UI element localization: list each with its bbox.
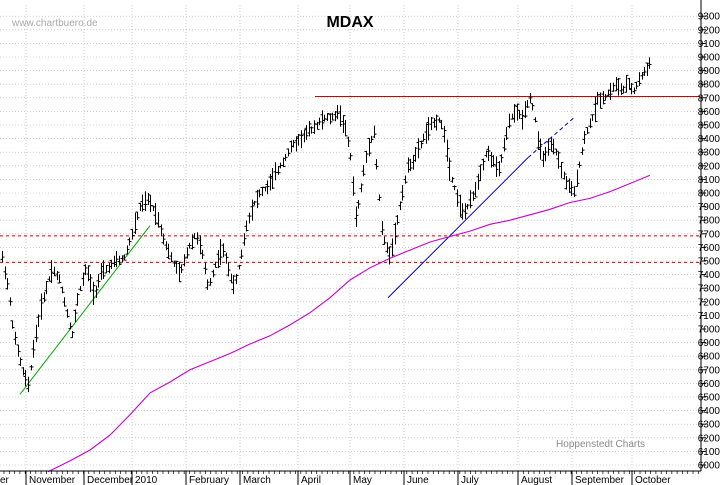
trendline [387,157,529,299]
chart-title: MDAX [326,14,373,31]
y-tick-label: 7600 [698,243,721,254]
y-tick-label: 7800 [698,216,721,227]
y-tick-label: 8100 [698,175,721,186]
y-tick-label: 6300 [698,420,721,431]
credit-label: Hoppenstedt Charts [556,439,645,450]
x-tick-label: December [87,475,134,485]
x-tick-label: March [243,475,271,485]
x-tick-label: er [0,475,10,485]
y-tick-label: 8400 [698,134,721,145]
y-tick-label: 8300 [698,148,721,159]
y-tick-label: 7200 [698,297,721,308]
x-tick-label: August [521,475,552,485]
y-tick-label: 6600 [698,379,721,390]
x-tick-label: June [407,475,429,485]
y-tick-label: 7000 [698,325,721,336]
y-tick-label: 8600 [698,107,721,118]
y-tick-label: 8200 [698,161,721,172]
y-tick-label: 9000 [698,53,721,64]
x-tick-label: November [29,475,76,485]
y-tick-label: 7300 [698,284,721,295]
moving-average-line [47,174,651,473]
y-tick-label: 6500 [698,393,721,404]
y-tick-label: 8900 [698,66,721,77]
y-tick-label: 9300 [698,12,721,23]
y-tick-label: 8700 [698,93,721,104]
price-bars [0,57,652,393]
x-tick-label: 2010 [135,475,158,485]
y-tick-label: 6100 [698,447,721,458]
source-label: www.chartbuero.de [11,18,98,29]
y-tick-label: 6900 [698,338,721,349]
x-tick-label: May [353,475,372,485]
y-tick-label: 6200 [698,433,721,444]
y-tick-label: 7500 [698,257,721,268]
y-tick-label: 6000 [698,461,721,472]
y-tick-label: 6800 [698,352,721,363]
y-tick-label: 8000 [698,189,721,200]
y-tick-label: 7100 [698,311,721,322]
x-tick-label: October [635,475,671,485]
y-tick-label: 8800 [698,80,721,91]
trendline [19,225,151,395]
y-tick-label: 7700 [698,229,721,240]
x-tick-label: July [461,475,479,485]
y-tick-label: 7400 [698,270,721,281]
y-tick-label: 6700 [698,365,721,376]
y-tick-label: 8500 [698,121,721,132]
moving-average-layer [47,174,651,473]
y-tick-label: 6400 [698,406,721,417]
x-tick-label: September [575,475,625,485]
y-tick-label: 7900 [698,202,721,213]
x-tick-label: February [189,475,229,485]
y-tick-label: 9200 [698,25,721,36]
x-tick-label: April [301,475,321,485]
y-tick-label: 9100 [698,39,721,50]
